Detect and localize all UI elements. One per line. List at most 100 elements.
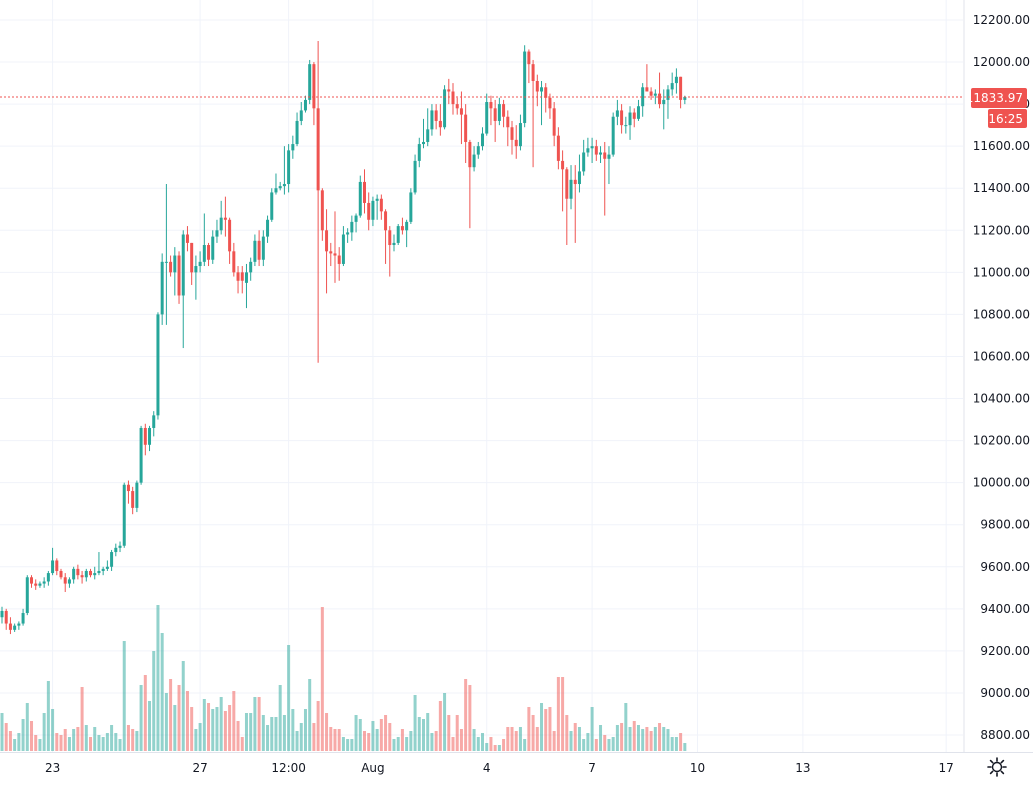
candle-body [599,152,603,155]
settings-button[interactable] [986,756,1010,778]
volume-bar [63,729,67,751]
volume-bar [409,731,413,751]
candle-body [426,129,430,142]
candle-body [80,575,84,578]
volume-bar [531,715,535,751]
candle-body [51,560,55,574]
volume-bar [586,733,590,751]
volume-bar [506,727,510,751]
candle-body [185,234,189,243]
volume-bar [464,679,468,751]
candle-body [620,110,624,126]
volume-bar [658,723,662,751]
volume-bar [443,693,447,751]
volume-bar [472,729,476,751]
volume-bar [485,743,489,751]
volume-bar [194,729,198,751]
candle-body [438,120,442,128]
volume-bar [346,739,350,751]
volume-bar [89,737,93,751]
candle-body [388,230,392,246]
volume-bars [0,605,687,751]
volume-bar [325,713,329,751]
candle-body [573,179,577,185]
candle-body [384,211,388,231]
volume-bar [160,633,164,751]
candle-body [316,108,320,191]
candle-body [392,242,396,246]
candle-body [261,236,265,260]
candle-body [481,133,485,147]
volume-bar [375,729,379,751]
volume-bar [219,697,223,751]
volume-bar [417,717,421,751]
volume-bar [502,739,506,751]
candle-body [139,427,143,483]
price-tick-label: 9000.00 [980,686,1030,700]
candle-body [228,219,232,252]
volume-bar [367,733,371,751]
volume-bar [628,727,632,751]
bar-countdown: 16:25 [988,112,1023,126]
time-tick-label: Aug [361,761,384,775]
candle-body [447,89,451,92]
price-tick-label: 9200.00 [980,644,1030,658]
candle-body [295,120,299,145]
candle-body [333,253,337,256]
price-tick-label: 11200.00 [973,223,1030,237]
volume-bar [438,701,442,751]
volume-bar [126,725,130,751]
candle-body [531,64,535,81]
candle-body [76,568,80,576]
time-axis[interactable]: 23 27 12:00 Aug 4 7 10 13 17 [45,761,954,775]
volume-bar [569,731,573,751]
candle-body [464,114,468,142]
volume-bar [544,709,548,751]
candle-body [367,202,371,220]
candle-body [641,87,645,107]
candle-body [236,272,240,281]
volume-bar [270,717,274,751]
volume-bar [594,739,598,751]
volume-bar [177,685,181,751]
volume-bar [371,721,375,751]
volume-bar [329,727,333,751]
candle-body [253,240,257,262]
volume-bar [185,691,189,751]
price-tick-label: 10600.00 [973,349,1030,363]
price-tick-label: 11000.00 [973,265,1030,279]
candle-body [122,484,126,546]
volume-bar [131,729,135,751]
volume-bar [80,687,84,751]
volume-bar [379,719,383,751]
volume-bar [341,737,345,751]
candle-body [611,116,615,155]
candle-body [422,141,425,145]
candle-body [118,545,122,548]
candle-body [42,581,46,584]
volume-bar [13,739,17,751]
candle-body [148,427,152,445]
price-tick-label: 10000.00 [973,476,1030,490]
volume-bar [232,691,236,751]
candle-body [89,570,93,576]
candle-body [257,240,261,260]
candle-body [0,610,4,618]
candle-body [434,110,438,121]
candle-body [527,51,531,65]
candle-body [523,51,527,124]
candle-body [569,179,573,199]
candle-body [84,570,88,578]
volume-bar [683,743,687,751]
price-tick-label: 10400.00 [973,392,1030,406]
candle-body [624,125,628,127]
grid [0,0,1033,753]
candle-body [510,127,514,140]
volume-bar [510,727,514,751]
volume-bar [674,737,678,751]
volume-bar [257,697,261,751]
volume-bar [169,679,173,751]
volume-bar [400,729,404,751]
